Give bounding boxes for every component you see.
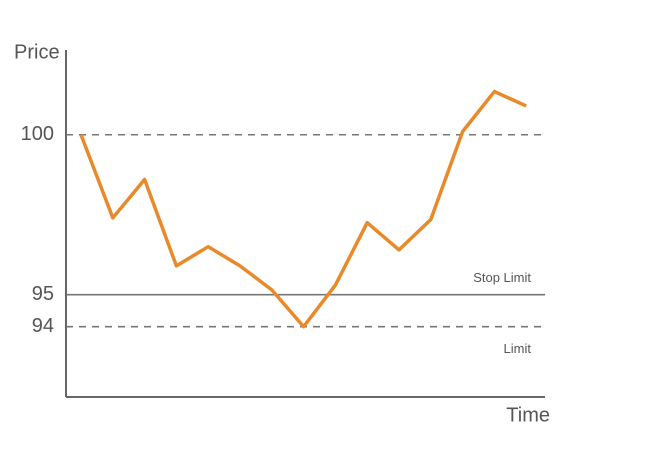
y-axis-label: Price xyxy=(14,41,60,63)
y-tick-label: 95 xyxy=(32,283,54,305)
reference-label: Limit xyxy=(504,341,532,356)
price-line xyxy=(79,89,527,329)
y-tick-label: 94 xyxy=(32,315,54,337)
reference-label: Stop Limit xyxy=(473,270,531,285)
y-tick-label: 100 xyxy=(21,123,54,145)
x-axis-label: Time xyxy=(506,404,550,426)
